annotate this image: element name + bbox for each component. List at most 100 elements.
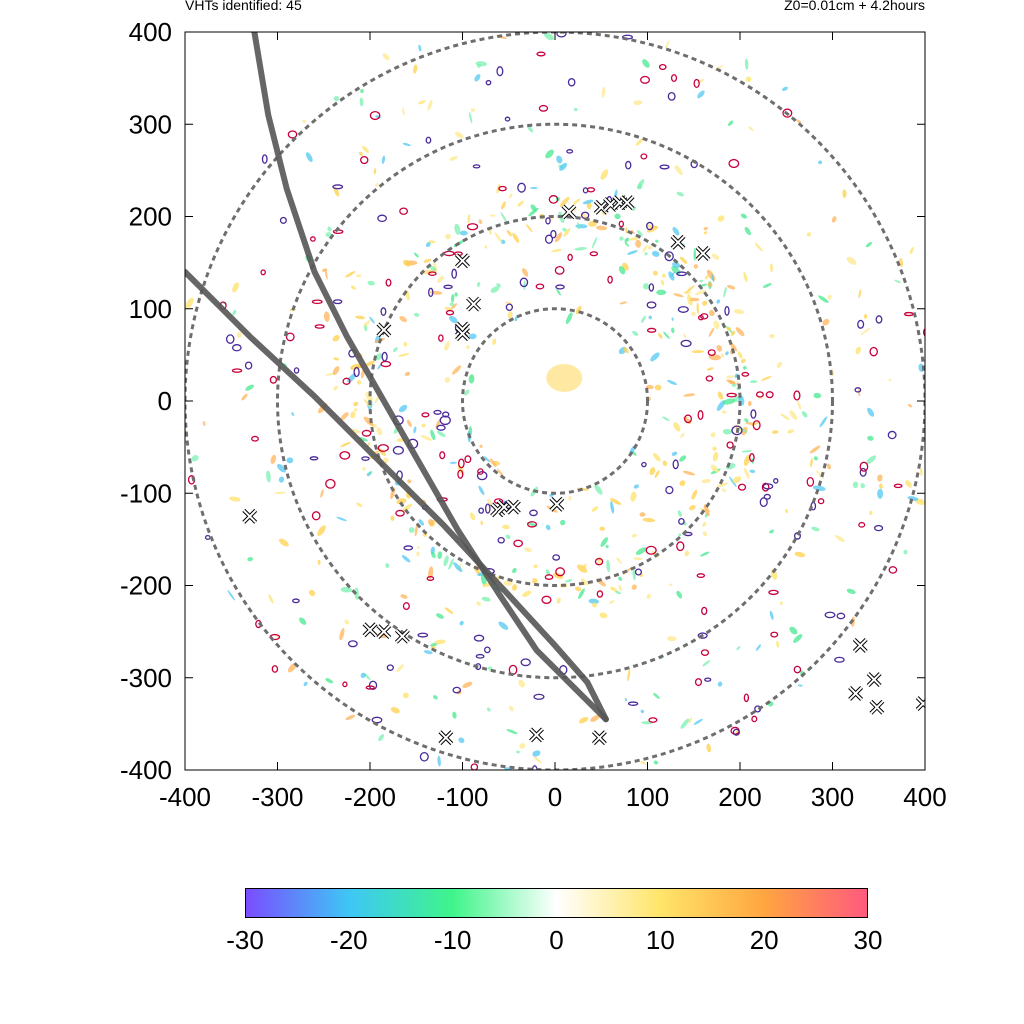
field-patch bbox=[796, 119, 802, 124]
vht-marker-stroke bbox=[594, 200, 608, 214]
vht-marker bbox=[670, 234, 686, 250]
field-patch bbox=[565, 312, 573, 325]
field-patch bbox=[813, 456, 818, 461]
vorticity-contour bbox=[859, 461, 869, 472]
field-patch bbox=[618, 266, 626, 275]
field-patch bbox=[701, 478, 711, 484]
field-patch bbox=[436, 430, 446, 438]
vorticity-contour bbox=[672, 459, 679, 470]
field-patch bbox=[865, 241, 873, 248]
field-patch bbox=[610, 501, 615, 514]
field-patch bbox=[747, 400, 752, 407]
field-patch bbox=[303, 681, 308, 687]
field-patch bbox=[333, 385, 338, 391]
vorticity-contour bbox=[395, 509, 405, 517]
field-patch bbox=[743, 365, 747, 370]
vorticity-contour bbox=[627, 701, 639, 706]
vorticity-contour bbox=[473, 634, 485, 642]
vorticity-contour bbox=[538, 104, 549, 112]
vht-marker-stroke bbox=[529, 728, 544, 742]
vorticity-contour bbox=[428, 271, 437, 276]
vorticity-contour bbox=[625, 160, 632, 170]
vorticity-contour bbox=[377, 444, 389, 452]
colorbar-tick-label: 30 bbox=[853, 925, 883, 955]
field-patch bbox=[582, 199, 594, 205]
field-patch bbox=[467, 214, 471, 224]
field-patch bbox=[745, 76, 752, 82]
field-patch bbox=[524, 547, 532, 553]
field-patch bbox=[462, 681, 473, 689]
field-patch bbox=[860, 483, 866, 489]
field-patch bbox=[305, 152, 313, 163]
vorticity-contour bbox=[731, 425, 743, 436]
colorbar-tick-label: -10 bbox=[433, 925, 472, 955]
field-patch bbox=[417, 545, 420, 550]
field-patch bbox=[543, 32, 554, 41]
field-patch bbox=[453, 562, 463, 573]
field-patch bbox=[468, 333, 477, 340]
field-patch bbox=[721, 488, 727, 493]
y-tick-label: -400 bbox=[120, 755, 172, 785]
vht-marker-stroke bbox=[377, 624, 391, 639]
field-patch bbox=[693, 264, 699, 269]
vht-marker bbox=[455, 253, 470, 269]
field-patch bbox=[633, 100, 643, 106]
field-patch bbox=[274, 491, 286, 495]
vorticity-contour bbox=[793, 390, 801, 401]
field-patch bbox=[716, 345, 723, 352]
vorticity-contour bbox=[836, 612, 846, 620]
vht-marker bbox=[529, 727, 544, 743]
field-patch bbox=[574, 247, 587, 251]
field-patch bbox=[444, 341, 450, 351]
colorbar-tick-label: 0 bbox=[549, 925, 564, 955]
vorticity-contour bbox=[874, 524, 884, 532]
vorticity-contour bbox=[676, 541, 685, 552]
field-patch bbox=[526, 224, 533, 233]
field-patch bbox=[532, 750, 541, 757]
field-patch bbox=[185, 297, 194, 309]
vorticity-contour bbox=[403, 545, 414, 551]
range-rings bbox=[185, 32, 925, 770]
field-patch bbox=[691, 311, 696, 317]
field-patch bbox=[507, 311, 513, 319]
field-patch bbox=[554, 232, 563, 243]
vorticity-contour bbox=[485, 79, 492, 86]
field-patch bbox=[623, 347, 629, 354]
field-patch bbox=[270, 454, 277, 464]
vorticity-contour bbox=[513, 539, 524, 548]
field-patch bbox=[236, 331, 243, 338]
field-patch bbox=[317, 525, 326, 536]
field-patch bbox=[545, 524, 551, 531]
field-patch bbox=[376, 427, 383, 436]
field-patch bbox=[245, 384, 255, 391]
field-patch bbox=[679, 256, 688, 264]
vorticity-contour bbox=[466, 223, 479, 231]
field-patch bbox=[671, 327, 675, 334]
vorticity-contour bbox=[817, 498, 825, 505]
field-patch bbox=[345, 714, 356, 721]
vorticity-contour bbox=[677, 306, 689, 313]
field-patch bbox=[373, 168, 377, 175]
vorticity-contour bbox=[361, 429, 372, 437]
field-patch bbox=[793, 634, 803, 643]
field-patch bbox=[666, 636, 677, 642]
field-patch bbox=[863, 314, 868, 319]
vht-marker-stroke bbox=[466, 297, 481, 311]
plot-frame bbox=[184, 31, 926, 771]
vorticity-contour bbox=[694, 678, 703, 687]
field-patch bbox=[601, 86, 606, 98]
field-patch bbox=[431, 551, 436, 559]
field-patch bbox=[852, 481, 859, 489]
field-patch bbox=[286, 457, 294, 464]
field-patch bbox=[590, 714, 600, 722]
field-patch bbox=[653, 692, 660, 699]
field-patch bbox=[646, 225, 659, 233]
field-patch bbox=[801, 411, 808, 418]
field-patch bbox=[500, 212, 507, 223]
field-patch bbox=[327, 226, 332, 232]
field-patch bbox=[684, 550, 690, 557]
vorticity-contour bbox=[732, 728, 740, 736]
field-patch bbox=[643, 282, 649, 290]
vorticity-contour bbox=[834, 656, 845, 663]
